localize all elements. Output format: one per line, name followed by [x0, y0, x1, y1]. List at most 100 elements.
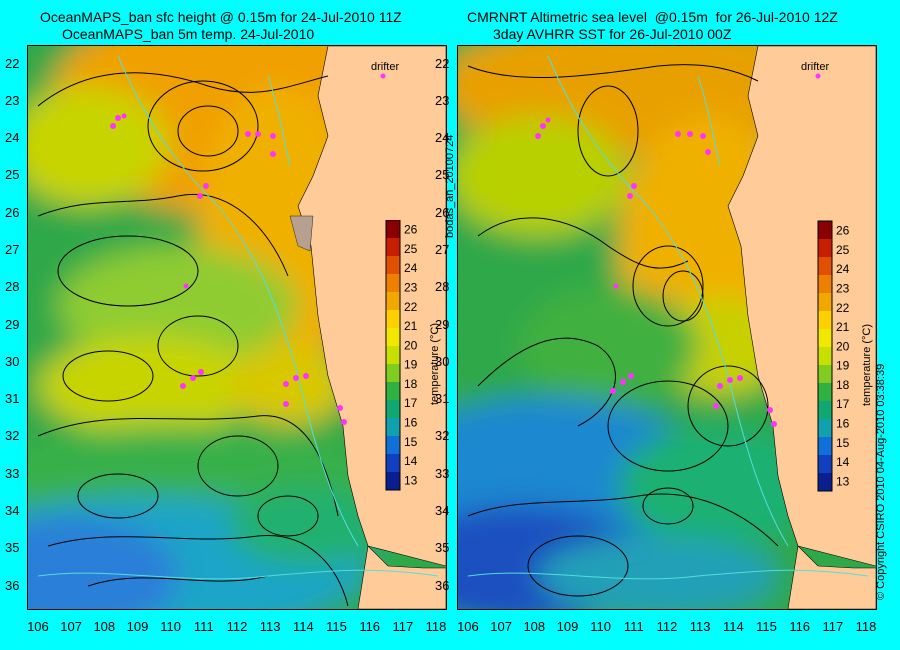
left-colorbar-tick-18: 18 [404, 377, 418, 391]
left-lat-tick-22: 22 [5, 55, 20, 71]
right-lat-tick-30: 30 [435, 353, 450, 369]
left-title-line2: OceanMAPS_ban 5m temp. 24-Jul-2010 [62, 26, 315, 42]
right-colorbar-swatch [818, 473, 832, 492]
right-colorbar-tick-22: 22 [836, 301, 850, 315]
right-colorbar-tick-15: 15 [836, 436, 850, 450]
left-colorbar-swatch [386, 400, 400, 419]
left-lon-tick-110: 110 [160, 619, 181, 634]
right-colorbar-swatch [818, 293, 832, 312]
left-lon-tick-109: 109 [126, 619, 149, 634]
left-colorbar-swatch [386, 436, 400, 455]
right-colorbar-tick-19: 19 [836, 359, 850, 373]
right-colorbar-swatch [818, 311, 832, 330]
left-colorbar-swatch [386, 238, 400, 257]
left-drifters [110, 73, 386, 425]
right-colorbar-tick-17: 17 [836, 397, 850, 411]
right-colorbar-swatch [818, 455, 832, 474]
left-lat-tick-35: 35 [5, 540, 20, 556]
right-lon-tick-111: 111 [623, 619, 644, 634]
right-colorbar-title: temperature (°C) [861, 324, 873, 406]
copyright-label: © Copyright CSIRO 2010 04-Aug-2010 03:38… [875, 363, 887, 600]
left-colorbar-tick-26: 26 [404, 223, 418, 237]
right-lon-tick-116: 116 [789, 619, 811, 634]
right-colorbar-tick-18: 18 [836, 378, 850, 392]
right-lon-tick-118: 118 [855, 619, 877, 634]
right-lon-tick-113: 113 [689, 619, 711, 634]
left-lat-tick-26: 26 [5, 204, 20, 220]
left-lat-tick-23: 23 [5, 92, 20, 108]
right-colorbar-swatch [818, 437, 832, 456]
right-lat-tick-22: 22 [435, 55, 450, 71]
right-drifter-legend-label: drifter [801, 61, 829, 73]
product-id-label: bodas_an_20100724 [444, 134, 456, 238]
left-map-panel: drifter [27, 45, 447, 610]
left-colorbar: 26 25 24 23 22 21 20 19 18 17 16 15 14 13 temperature … [385, 220, 441, 491]
right-colorbar-swatch [818, 221, 832, 240]
right-colorbar-tick-21: 21 [836, 320, 850, 334]
left-land [289, 46, 446, 609]
colorbar: 26 25 24 23 22 21 20 19 18 17 16 15 14 13 temperature … [817, 220, 873, 492]
right-lat-tick-35: 35 [435, 540, 450, 556]
left-lon-tick-111: 111 [193, 619, 214, 634]
right-colorbar-tick-23: 23 [836, 282, 850, 296]
left-colorbar-title: temperature (°C) [429, 323, 441, 405]
left-colorbar-swatch [386, 220, 400, 239]
right-lat-tick-27: 27 [435, 242, 450, 258]
right-isobaths [467, 55, 869, 580]
left-colorbar-tick-19: 19 [404, 358, 418, 372]
right-lon-tick-107: 107 [490, 619, 512, 634]
right-lon-tick-117: 117 [822, 619, 844, 634]
right-colorbar-frame [817, 220, 833, 492]
left-colorbar-swatch [386, 346, 400, 365]
right-colorbar-swatch [818, 401, 832, 420]
right-colorbar-swatch [818, 275, 832, 294]
left-colorbar-swatch [386, 364, 400, 383]
left-lat-tick-36: 36 [5, 577, 20, 593]
right-lon-tick-115: 115 [756, 619, 777, 634]
right-lon-tick-108: 108 [523, 619, 546, 634]
right-title-line1: CMRNRT Altimetric sea level @0.15m for 2… [467, 9, 838, 25]
right-lat-tick-25: 25 [435, 167, 450, 183]
left-lat-tick-31: 31 [5, 391, 20, 407]
right-map-panel: drifter 26 25 24 23 22 21 20 19 18 17 16 15 14 13 temp… [457, 45, 877, 610]
left-colorbar-tick-25: 25 [404, 242, 418, 256]
right-lon-tick-114: 114 [722, 619, 744, 634]
left-lat-tick-34: 34 [5, 503, 20, 519]
left-colorbar-swatch [386, 274, 400, 293]
left-lat-tick-32: 32 [5, 428, 20, 444]
right-lon-tick-109: 109 [556, 619, 579, 634]
right-colorbar-tick-13: 13 [836, 474, 850, 488]
right-colorbar-swatch [818, 239, 832, 258]
right-lat-tick-32: 32 [435, 428, 450, 444]
left-lon-tick-106: 106 [27, 619, 49, 634]
left-lon-tick-115: 115 [326, 619, 347, 634]
right-lat-tick-23: 23 [435, 92, 450, 108]
left-colorbar-tick-15: 15 [404, 435, 418, 449]
right-colorbar-tick-25: 25 [836, 243, 850, 257]
right-lat-tick-29: 29 [435, 316, 450, 332]
left-lon-tick-108: 108 [93, 619, 116, 634]
left-colorbar-swatch [386, 454, 400, 473]
right-colorbar-swatch [818, 257, 832, 276]
left-colorbar-swatch [386, 382, 400, 401]
right-lon-tick-106: 106 [457, 619, 479, 634]
left-lon-tick-117: 117 [392, 619, 414, 634]
right-lat-tick-24: 24 [435, 130, 450, 146]
left-colorbar-tick-16: 16 [404, 416, 418, 430]
right-title-line2: 3day AVHRR SST for 26-Jul-2010 00Z [493, 26, 732, 42]
left-colorbar-tick-23: 23 [404, 281, 418, 295]
left-lat-tick-30: 30 [5, 353, 20, 369]
right-colorbar-tick-20: 20 [836, 339, 850, 353]
left-colorbar-swatch [386, 472, 400, 491]
left-colorbar-tick-21: 21 [404, 319, 418, 333]
left-lon-tick-107: 107 [60, 619, 82, 634]
right-colorbar-swatch [818, 347, 832, 366]
left-colorbar-tick-22: 22 [404, 300, 418, 314]
left-colorbar-swatch [386, 256, 400, 275]
right-colorbar-tick-14: 14 [836, 455, 850, 469]
left-colorbar-tick-14: 14 [404, 454, 418, 468]
left-map: drifter [28, 46, 446, 609]
right-land [727, 46, 876, 609]
right-colorbar-tick-26: 26 [836, 224, 850, 238]
left-colorbar-tick-13: 13 [404, 473, 418, 487]
